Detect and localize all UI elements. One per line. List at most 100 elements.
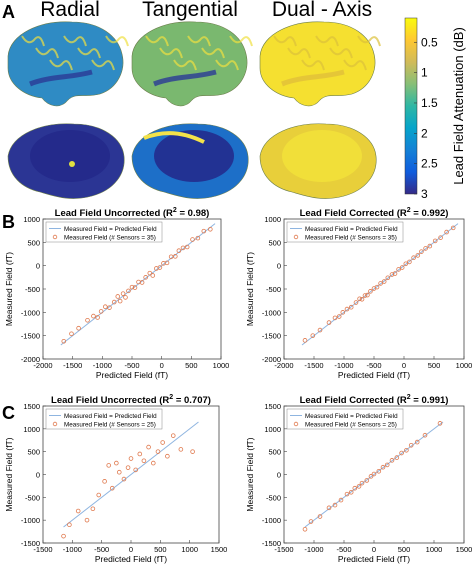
- data-point: [184, 244, 190, 250]
- data-point: [438, 235, 443, 240]
- brain-gyrus: [215, 59, 239, 71]
- data-point: [365, 292, 370, 298]
- brain-gyrus: [35, 47, 59, 59]
- brain-medial-core: [154, 130, 234, 182]
- data-point: [128, 456, 134, 461]
- data-point: [176, 248, 182, 254]
- x-tick-label: -1500: [33, 545, 52, 554]
- x-tick-label: 1500: [211, 545, 228, 554]
- y-tick-label: 0: [36, 471, 40, 480]
- plot-title: Lead Field Uncorrected (R2 = 0.98): [55, 207, 210, 219]
- brain-ridge: [143, 131, 205, 144]
- brain-medial-3: [259, 123, 377, 199]
- data-point: [384, 462, 390, 468]
- data-point: [422, 432, 428, 438]
- x-tick-label: -500: [336, 545, 351, 554]
- data-point: [359, 480, 365, 486]
- brain-lateral-3: [259, 21, 381, 107]
- legend-entry-line: Measured Field = Predicted Field: [64, 413, 157, 420]
- plot-title-tail: = 0.707): [173, 395, 211, 406]
- data-point: [116, 469, 122, 475]
- brain-temporal-fissure: [281, 69, 345, 87]
- plot-title-tail: = 0.98): [177, 208, 209, 219]
- brain-gyrus: [145, 35, 169, 47]
- data-point: [132, 285, 138, 290]
- data-point: [364, 478, 370, 483]
- scatter-plot-4: Lead Field Corrected (R2 = 0.991)-1500 -1…: [245, 394, 472, 564]
- data-point: [141, 458, 147, 464]
- y-tick-label: -2000: [262, 355, 281, 364]
- brain-gyrus: [77, 47, 101, 59]
- legend-box: [45, 221, 163, 243]
- data-point: [407, 259, 412, 265]
- data-point: [178, 447, 184, 452]
- legend-box: [286, 221, 404, 243]
- data-point: [385, 275, 391, 281]
- x-tick-label: -500: [124, 361, 139, 370]
- data-point: [353, 300, 359, 305]
- data-point: [115, 294, 121, 299]
- data-point: [348, 490, 354, 495]
- brain-gyrus: [105, 35, 129, 47]
- brain-hotspot: [69, 161, 75, 167]
- data-point: [432, 238, 438, 244]
- brain-images: [7, 21, 381, 199]
- data-point: [408, 442, 414, 448]
- x-tick-label: -2000: [33, 361, 52, 370]
- brain-lateral-1: [7, 21, 129, 107]
- x-tick-label: -1500: [274, 545, 293, 554]
- y-tick-label: -1500: [262, 539, 281, 548]
- data-point: [67, 522, 72, 528]
- y-tick-label: -1000: [262, 516, 281, 525]
- data-point: [362, 293, 368, 298]
- legend-marker-swatch: [52, 234, 58, 240]
- data-point: [117, 298, 123, 304]
- data-point: [137, 451, 143, 457]
- y-tick-label: 0: [36, 262, 40, 271]
- y-tick-label: 1000: [264, 215, 281, 224]
- y-tick-label: -500: [25, 285, 40, 294]
- data-point: [129, 284, 135, 290]
- column-title-radial: Radial: [40, 0, 100, 21]
- panel-b-label: B: [2, 212, 15, 232]
- data-point: [201, 228, 207, 234]
- brain-medial-2: [131, 123, 249, 199]
- data-point: [75, 508, 81, 514]
- data-point: [396, 267, 401, 272]
- legend-entry-line: Measured Field = Predicted Field: [64, 226, 157, 233]
- data-point: [352, 485, 358, 491]
- x-tick-label: -1000: [63, 545, 82, 554]
- brain-gyrus: [201, 47, 225, 59]
- data-point: [120, 291, 126, 296]
- data-point: [168, 254, 174, 260]
- brain-gyrus: [287, 47, 311, 59]
- scatter-plots: Lead Field Uncorrected (R2 = 0.98) -2000 -…: [4, 207, 472, 564]
- x-tick-label: 1000: [426, 545, 443, 554]
- x-tick-label: 500: [185, 361, 198, 370]
- data-point: [380, 464, 386, 470]
- data-point: [98, 309, 104, 314]
- data-point: [155, 449, 161, 454]
- plot-title-tail: = 0.991): [411, 395, 449, 406]
- data-point: [139, 280, 145, 285]
- scatter-plot-2: Lead Field Corrected (R2 = 0.992) -2000 -1…: [245, 207, 472, 380]
- brain-gyrus: [301, 59, 325, 71]
- x-tick-label: 500: [398, 545, 411, 554]
- brain-gyrus: [229, 35, 253, 47]
- brain-gyrus: [357, 35, 381, 47]
- scatter-plot-3: Lead Field Uncorrected (R2 = 0.707) -1500…: [4, 394, 227, 564]
- data-point: [371, 471, 377, 477]
- brain-gyrus: [49, 59, 73, 71]
- data-point: [338, 497, 344, 503]
- data-point: [208, 226, 213, 232]
- data-point: [332, 502, 338, 508]
- brain-gyrus: [173, 59, 197, 71]
- colorbar-tick-label: 1: [421, 66, 428, 80]
- data-point: [180, 245, 186, 251]
- brain-gyrus: [343, 59, 367, 71]
- x-tick-label: 0: [129, 545, 133, 554]
- data-point: [195, 235, 201, 241]
- brain-gyrus: [63, 35, 87, 47]
- data-point: [356, 484, 362, 489]
